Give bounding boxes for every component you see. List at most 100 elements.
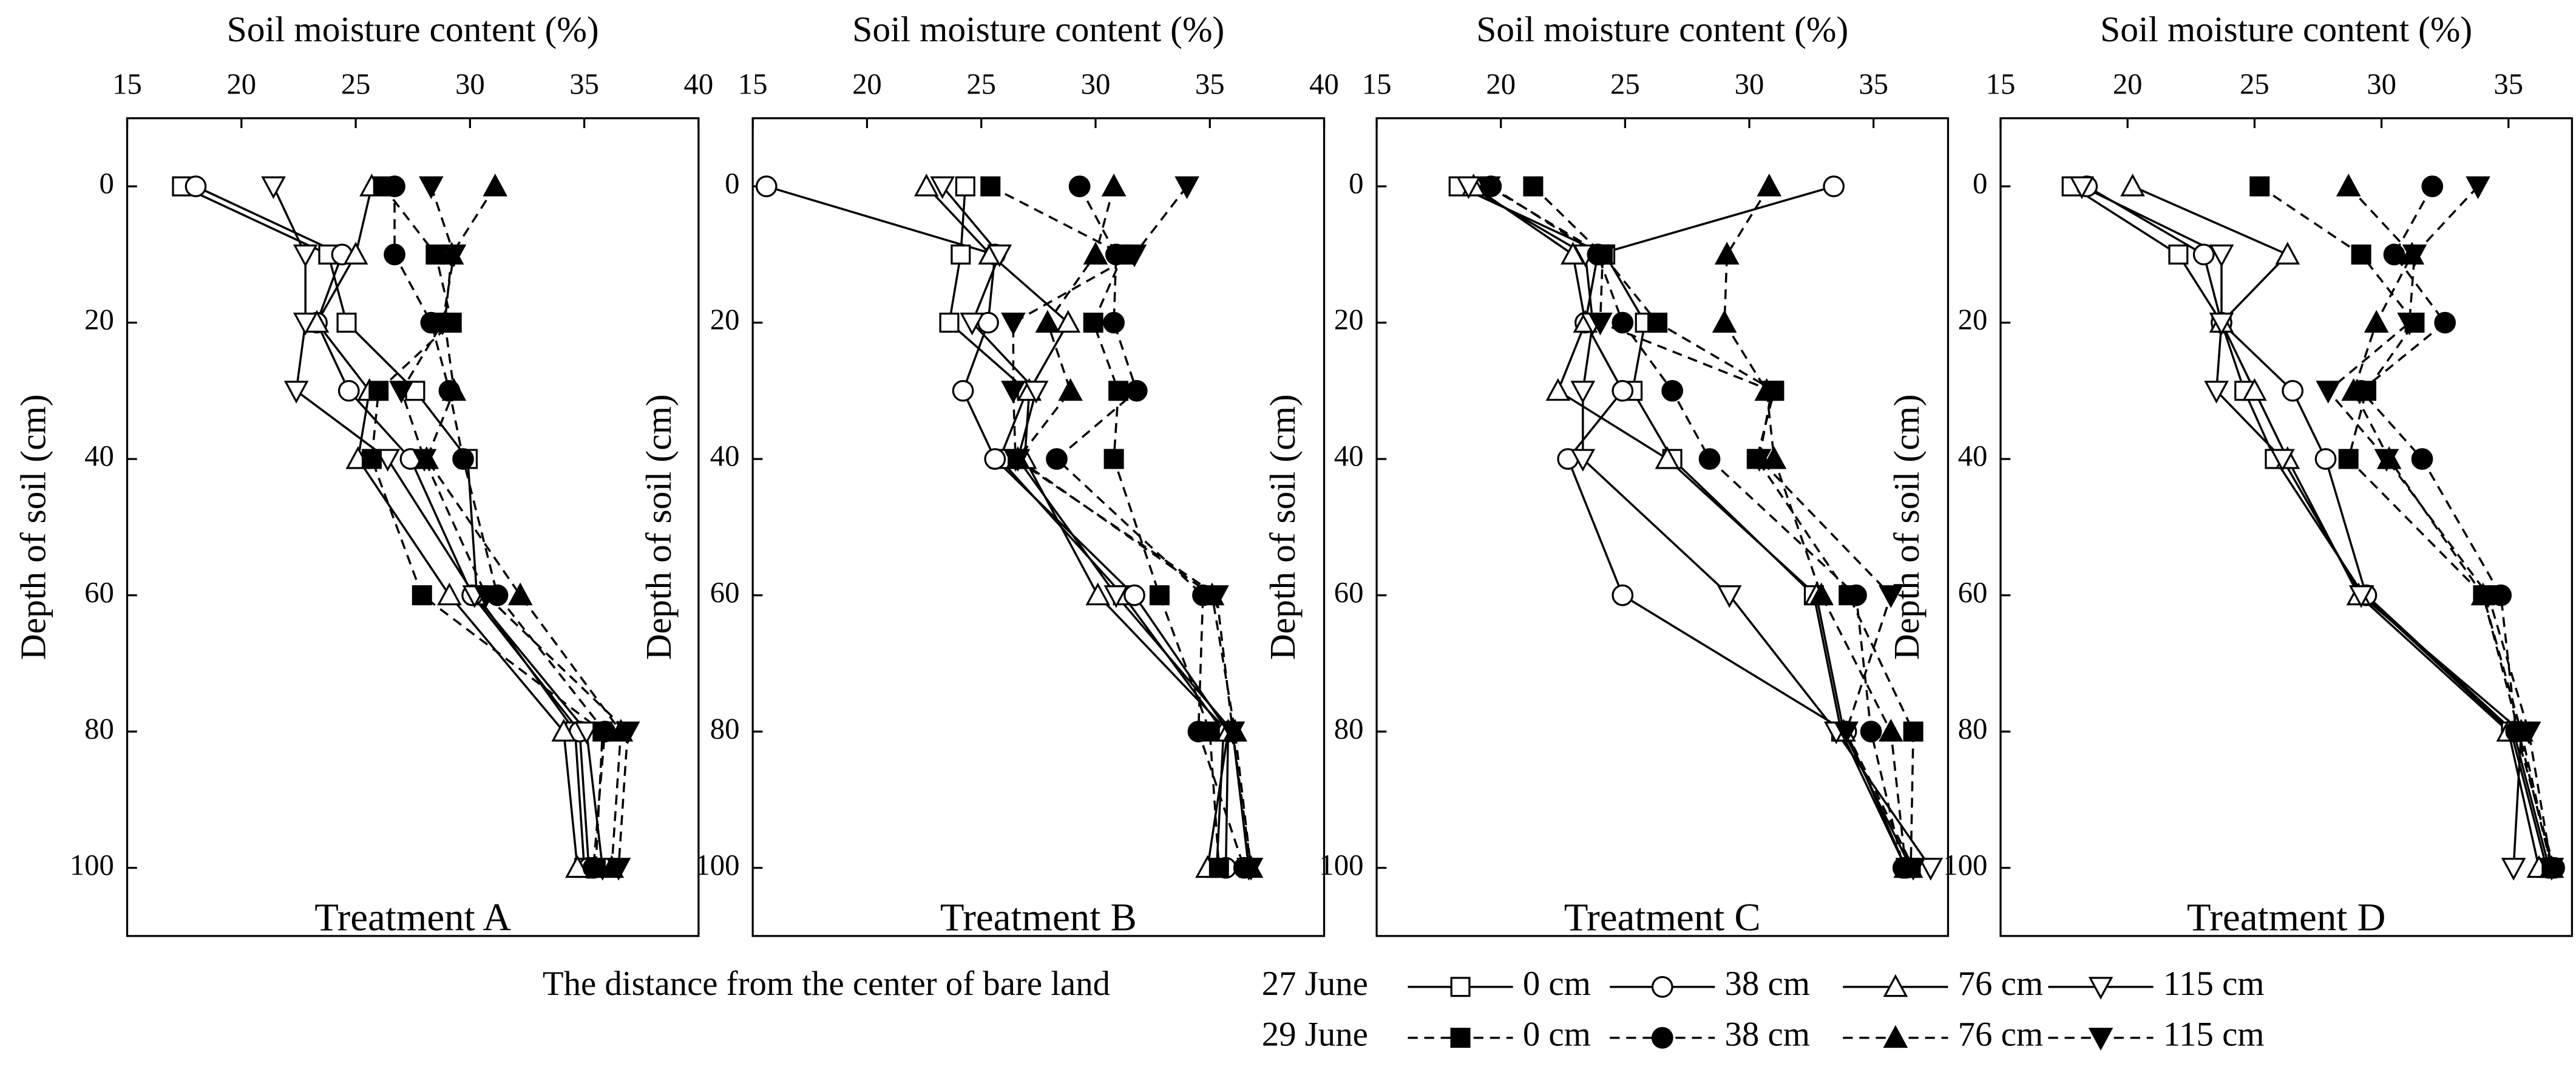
- plot-frame: [751, 117, 1326, 937]
- x-tick-label: 30: [455, 68, 485, 101]
- series-line: [2086, 185, 2551, 869]
- series-line: [941, 185, 1250, 868]
- marker: [1101, 174, 1127, 197]
- marker: [2348, 585, 2374, 608]
- marker: [2316, 381, 2341, 404]
- marker: [430, 313, 455, 336]
- marker: [2374, 449, 2399, 472]
- marker: [1103, 449, 1124, 469]
- marker: [2275, 242, 2300, 265]
- marker: [755, 175, 778, 197]
- marker: [1208, 858, 1229, 878]
- marker: [2069, 176, 2095, 200]
- x-tick-label: 30: [1735, 68, 1764, 101]
- y-tick-label: 60: [710, 576, 740, 609]
- x-tick-label: 25: [966, 68, 996, 101]
- marker: [1612, 311, 1634, 334]
- series-line: [2259, 185, 2553, 869]
- marker: [582, 857, 605, 879]
- marker: [1035, 310, 1060, 333]
- marker: [1661, 379, 1683, 402]
- marker: [2338, 449, 2359, 469]
- marker: [1545, 378, 1571, 401]
- marker: [1747, 449, 1772, 472]
- x-tick-label: 15: [112, 68, 142, 101]
- marker: [951, 244, 971, 265]
- x-tick-label: 15: [738, 68, 768, 101]
- marker: [1878, 585, 1903, 608]
- marker: [1476, 176, 1501, 200]
- marker: [2341, 378, 2366, 401]
- marker: [1883, 1025, 1908, 1048]
- marker: [1103, 311, 1125, 334]
- series-line: [1723, 186, 1907, 868]
- x-tick-label: 30: [2367, 68, 2396, 101]
- marker: [1220, 721, 1246, 745]
- y-tick-label: 40: [1958, 439, 1988, 472]
- legend-row-label: 27 June: [1262, 965, 1368, 1003]
- marker: [375, 449, 401, 472]
- legend-label: 38 cm: [1725, 965, 1810, 1003]
- marker: [1834, 721, 1859, 745]
- legend-label: 76 cm: [1958, 1016, 2043, 1054]
- series-line: [425, 186, 622, 868]
- marker: [1058, 378, 1083, 401]
- marker: [2088, 977, 2113, 1000]
- marker: [336, 313, 357, 333]
- x-axis-title: Soil moisture content (%): [2100, 9, 2472, 49]
- marker: [1056, 310, 1081, 333]
- marker: [939, 313, 960, 333]
- marker: [1845, 584, 1867, 606]
- marker: [441, 244, 467, 268]
- marker: [1125, 379, 1148, 402]
- y-tick-label: 100: [70, 849, 114, 881]
- x-tick-label: 35: [1195, 68, 1225, 101]
- marker: [1757, 174, 1782, 197]
- marker: [419, 176, 444, 200]
- marker: [2120, 174, 2145, 197]
- marker: [1655, 446, 1680, 469]
- series-line: [2347, 185, 2553, 869]
- marker: [483, 174, 508, 197]
- marker: [1068, 175, 1091, 197]
- marker: [1612, 379, 1634, 402]
- series-line: [1012, 185, 1252, 868]
- marker: [551, 719, 577, 742]
- x-tick-label: 35: [2493, 68, 2523, 101]
- marker: [343, 242, 368, 265]
- series-line: [370, 185, 604, 868]
- marker: [1187, 721, 1210, 742]
- marker: [452, 448, 474, 470]
- x-tick-label: 35: [569, 68, 599, 101]
- marker: [2516, 721, 2541, 745]
- marker: [955, 176, 975, 197]
- series-line: [400, 186, 629, 868]
- marker: [2336, 174, 2361, 197]
- marker: [984, 448, 1006, 470]
- marker: [1647, 313, 1668, 333]
- y-tick-label: 100: [1943, 849, 1987, 881]
- series-line: [2071, 185, 2548, 869]
- y-axis-title: Depth of soil (cm): [13, 394, 53, 660]
- marker: [1823, 175, 1845, 197]
- marker: [1046, 448, 1068, 470]
- y-tick-label: 40: [710, 439, 740, 472]
- y-axis-title: Depth of soil (cm): [1263, 394, 1303, 660]
- marker: [1204, 585, 1229, 608]
- marker: [1717, 585, 1742, 608]
- marker: [1001, 381, 1026, 404]
- marker: [507, 582, 533, 606]
- marker: [2351, 244, 2371, 265]
- legend-label: 38 cm: [1725, 1016, 1810, 1054]
- marker: [1570, 381, 1596, 404]
- series-line: [2359, 186, 2555, 869]
- legend-label: 76 cm: [1958, 965, 2043, 1003]
- marker: [283, 381, 309, 404]
- x-tick-label: 15: [1362, 68, 1392, 101]
- marker: [1023, 381, 1049, 404]
- marker: [930, 176, 955, 200]
- series-line: [1468, 185, 1932, 869]
- marker: [1878, 719, 1903, 742]
- marker: [1588, 313, 1613, 336]
- marker: [2475, 585, 2501, 608]
